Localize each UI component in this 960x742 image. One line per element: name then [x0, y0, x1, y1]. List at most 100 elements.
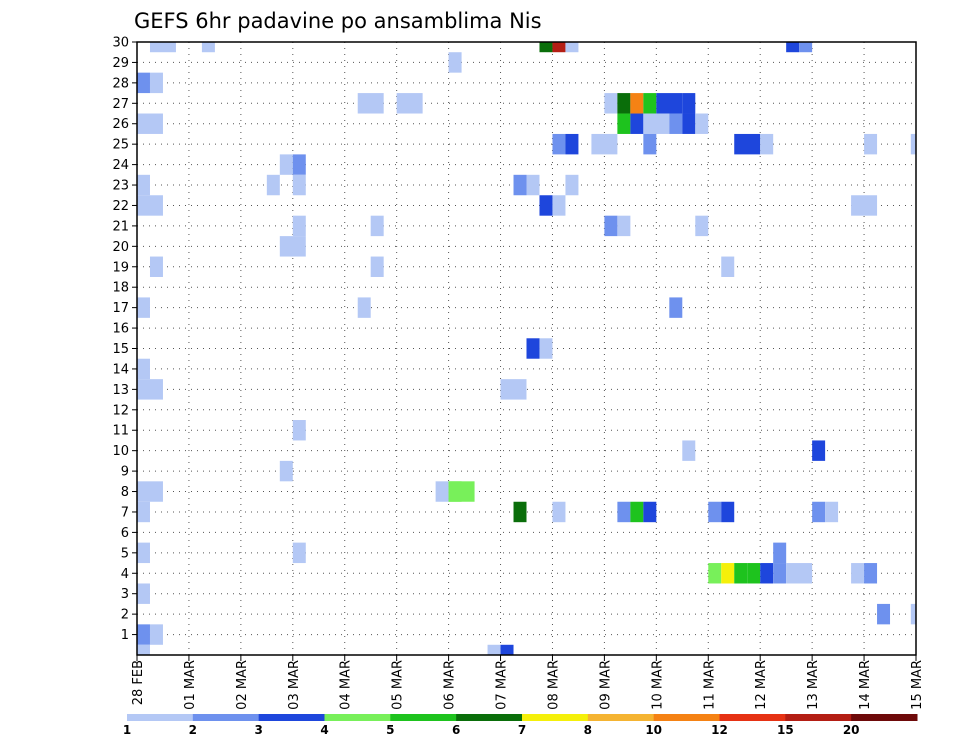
heatmap-cell	[708, 501, 722, 523]
heatmap-cell	[487, 644, 501, 655]
x-tick-label: 02 MAR	[235, 660, 250, 710]
heatmap-cell	[137, 501, 150, 523]
heatmap-cell	[137, 481, 163, 502]
heatmap-cell	[137, 195, 163, 216]
heatmap-cell	[552, 501, 566, 523]
colorbar-swatch	[192, 714, 260, 721]
heatmap-cell	[617, 501, 631, 523]
colorbar-label: 1	[123, 723, 131, 737]
heatmap-cell	[137, 624, 150, 645]
heatmap-cell	[149, 72, 163, 94]
heatmap-cell	[279, 154, 293, 175]
y-tick-label: 15	[112, 342, 129, 357]
heatmap-cell	[435, 481, 449, 502]
colorbar-swatch	[127, 714, 194, 721]
heatmap-cell	[708, 563, 722, 584]
heatmap-cell	[669, 297, 683, 318]
y-tick-label: 28	[112, 76, 129, 91]
x-tick-label: 05 MAR	[391, 660, 406, 710]
heatmap-cell	[760, 563, 774, 584]
heatmap-cell	[292, 542, 306, 564]
x-tick-label: 07 MAR	[495, 660, 510, 710]
heatmap-cell	[851, 195, 878, 216]
heatmap-cell	[643, 113, 670, 134]
colorbar-label: 7	[518, 723, 526, 737]
y-tick-label: 6	[121, 526, 129, 541]
y-tick-label: 4	[121, 567, 129, 582]
colorbar-swatch	[785, 714, 852, 721]
colorbar-swatch	[390, 714, 457, 721]
heatmap-cell	[773, 563, 787, 584]
heatmap-cell	[370, 215, 384, 237]
y-tick-label: 13	[112, 383, 129, 398]
y-tick-label: 18	[112, 281, 129, 296]
heatmap-cell	[643, 133, 657, 155]
heatmap-cell	[682, 93, 696, 114]
colorbar-label: 3	[254, 723, 262, 737]
heatmap-cell	[656, 93, 683, 114]
heatmap-cell	[149, 42, 176, 53]
heatmap-cell	[604, 215, 618, 237]
colorbar-label: 10	[645, 723, 662, 737]
x-tick-label: 10 MAR	[650, 660, 665, 710]
x-tick-label: 08 MAR	[546, 660, 561, 710]
y-tick-label: 26	[112, 117, 129, 132]
colorbar-swatch	[258, 714, 325, 721]
heatmap-cell	[137, 297, 150, 318]
y-tick-label: 19	[112, 260, 129, 275]
heatmap-cell	[137, 358, 150, 380]
heatmap-cell	[565, 42, 579, 53]
heatmap-cell	[910, 133, 916, 155]
heatmap-cell	[357, 93, 384, 114]
heatmap-cell	[721, 501, 735, 523]
heatmap-cell	[552, 195, 566, 216]
heatmap-cell	[370, 256, 384, 277]
heatmap-cell	[695, 215, 709, 237]
heatmap-cell	[630, 501, 644, 523]
heatmap-cell	[292, 154, 306, 175]
heatmap-cell	[201, 42, 215, 53]
heatmap-cell	[539, 42, 553, 53]
colorbar-swatch	[587, 714, 655, 721]
y-tick-label: 10	[112, 444, 129, 459]
heatmap-cell	[149, 256, 163, 277]
heatmap-cell	[448, 52, 462, 73]
heatmap-cell	[864, 563, 878, 584]
heatmap-cell	[149, 624, 163, 645]
heatmap-cell	[669, 113, 683, 134]
heatmap-cell	[812, 440, 826, 461]
heatmap-cell	[643, 501, 657, 523]
colorbar: 1 2 3 4 5 6 7 8 10 12 15 20	[123, 714, 918, 737]
y-tick-label: 17	[112, 301, 129, 316]
y-tick-label: 30	[112, 36, 129, 51]
heatmap-cell	[565, 133, 579, 155]
x-tick-label: 11 MAR	[702, 660, 717, 710]
colorbar-label: 20	[843, 723, 860, 737]
y-tick-label: 12	[112, 403, 129, 418]
y-tick-label: 9	[121, 465, 129, 480]
y-tick-label: 3	[121, 587, 129, 602]
heatmap-cell	[604, 93, 618, 114]
heatmap-cell	[292, 215, 306, 237]
heatmap-cell	[565, 174, 579, 196]
colorbar-label: 12	[711, 723, 728, 737]
heatmap-cell	[617, 113, 631, 134]
y-tick-label: 25	[112, 138, 129, 153]
colorbar-label: 8	[584, 723, 592, 737]
heatmap-cell	[292, 174, 306, 196]
heatmap-cell	[734, 133, 761, 155]
y-tick-label: 22	[112, 199, 129, 214]
heatmap-cell	[137, 644, 150, 655]
y-tick-label: 1	[121, 628, 129, 643]
heatmap-cell	[786, 563, 813, 584]
heatmap-cell	[643, 93, 657, 114]
heatmap-cell	[513, 501, 527, 523]
colorbar-label: 15	[777, 723, 794, 737]
heatmap-cell	[721, 563, 735, 584]
heatmap-cell	[266, 174, 280, 196]
heatmap-cell	[864, 133, 878, 155]
heatmap-cell	[825, 501, 839, 523]
y-tick-label: 20	[112, 240, 129, 255]
heatmap-cell	[682, 113, 696, 134]
